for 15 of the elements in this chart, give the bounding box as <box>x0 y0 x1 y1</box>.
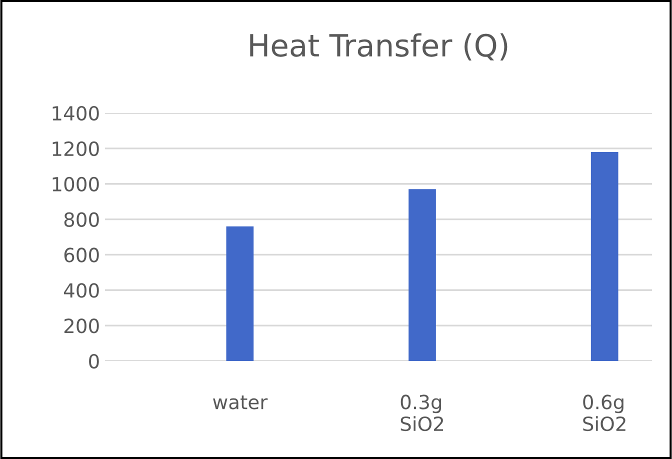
chart-title: Heat Transfer (Q) <box>250 33 508 60</box>
x-tick-label: 0.3g SiO2 <box>400 394 444 432</box>
x-tick-label: water <box>213 395 268 410</box>
y-tick-label: 800 <box>64 212 99 227</box>
x-tick-label: 0.6g SiO2 <box>583 394 626 432</box>
y-tick-label: 1400 <box>52 106 99 121</box>
bar <box>408 189 436 361</box>
y-tick-label: 0 <box>89 354 99 369</box>
y-tick-label: 400 <box>64 283 99 298</box>
bar <box>590 152 618 361</box>
y-tick-label: 200 <box>64 318 99 334</box>
bar <box>226 226 254 361</box>
y-tick-label: 600 <box>64 248 99 262</box>
y-tick-label: 1200 <box>52 141 99 156</box>
y-tick-label: 1000 <box>52 176 99 192</box>
